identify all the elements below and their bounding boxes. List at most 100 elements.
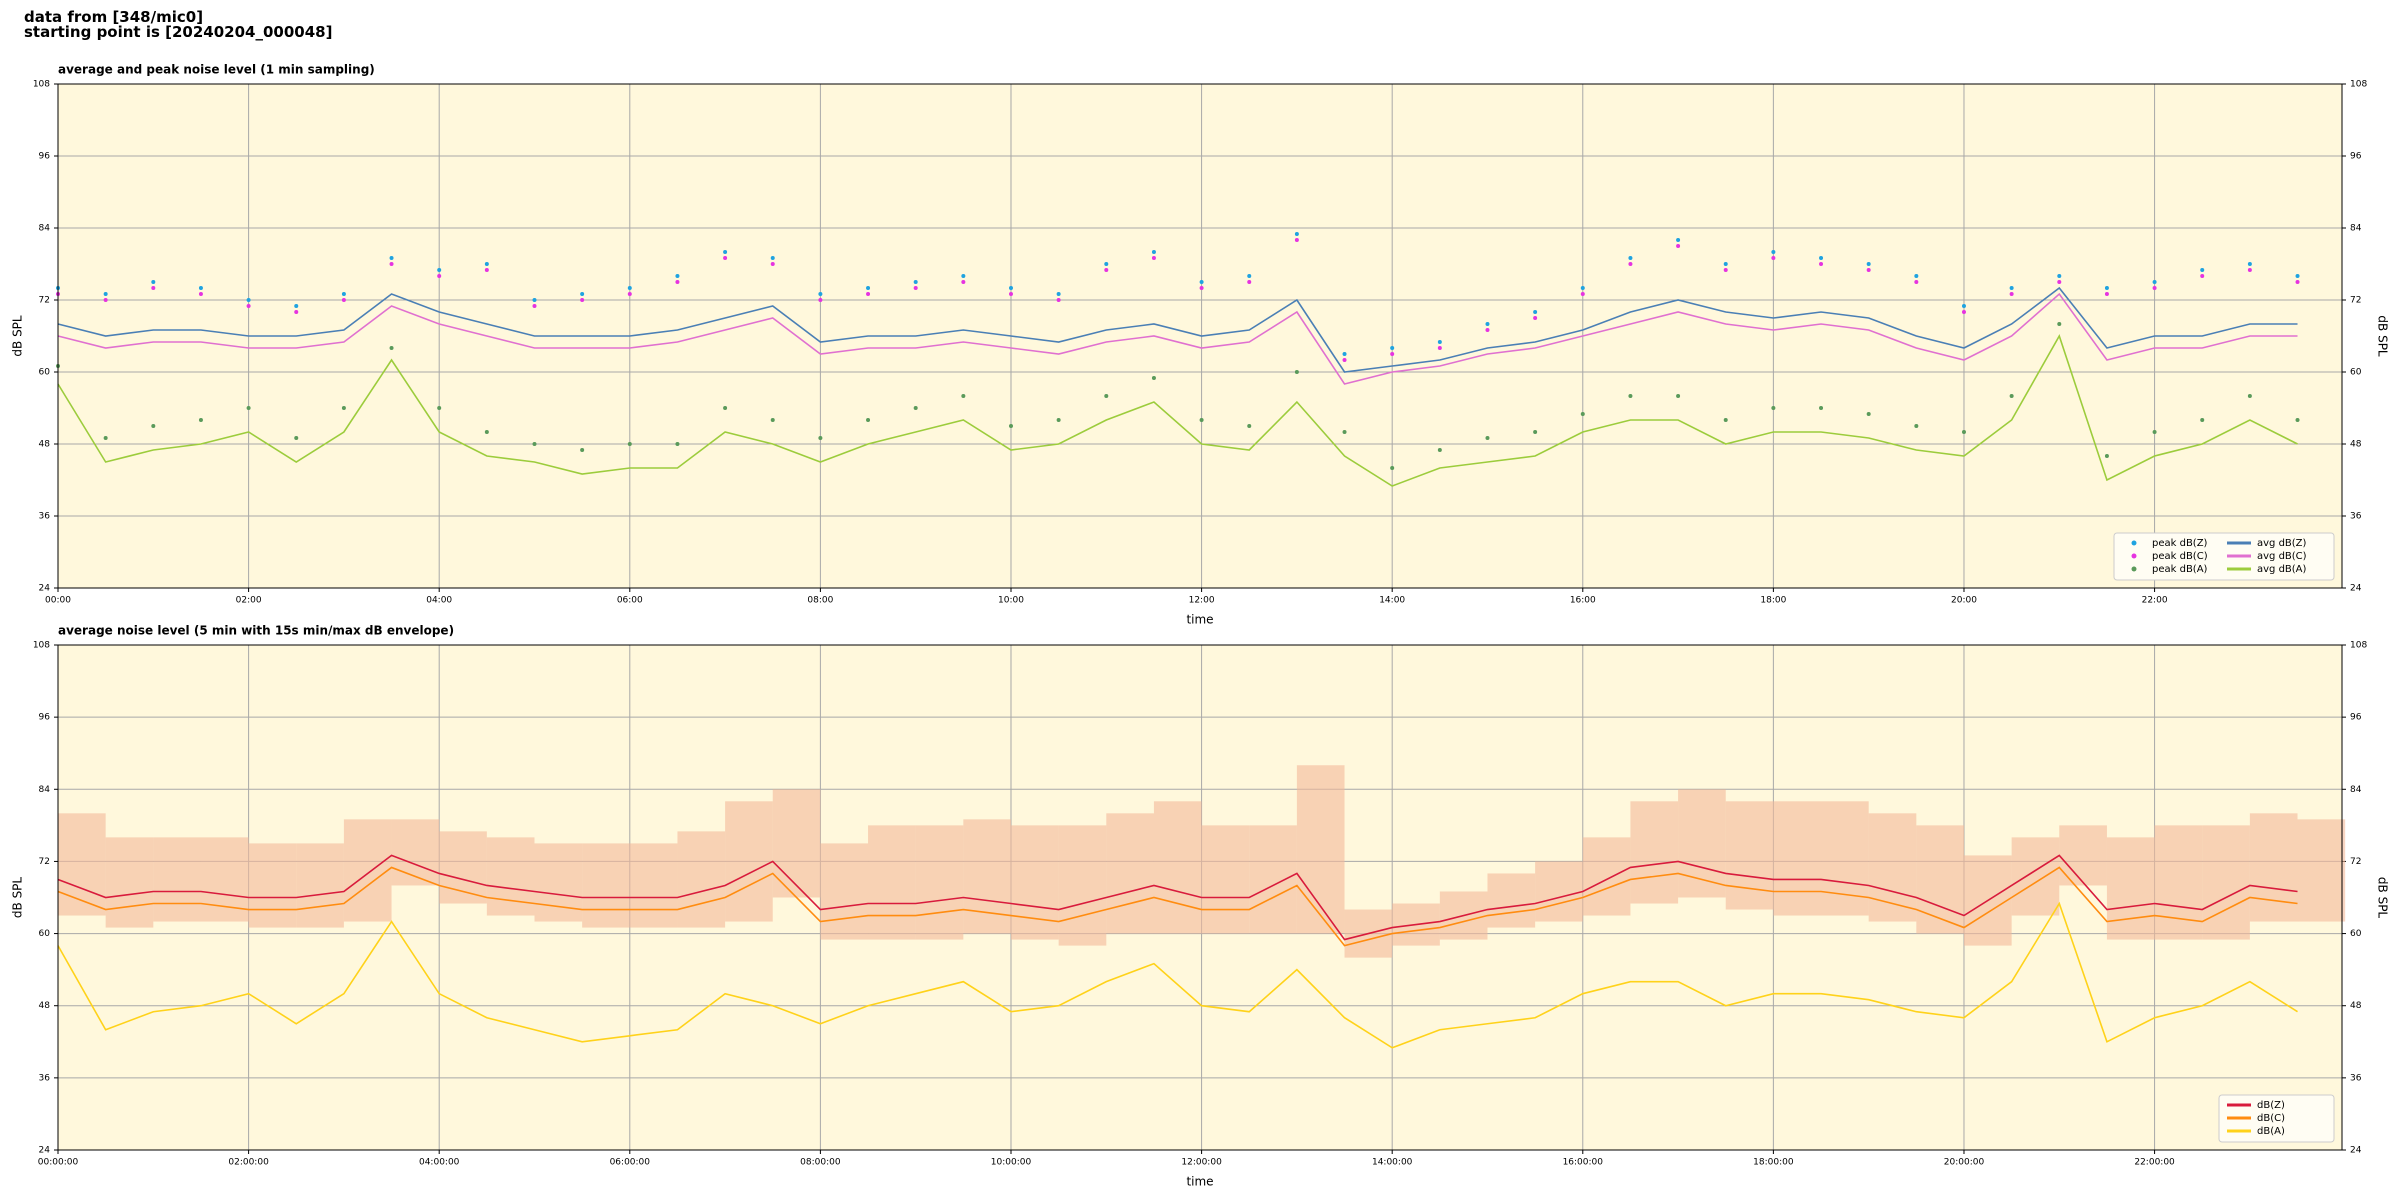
peak-dot bbox=[2009, 394, 2014, 398]
peak-dot bbox=[341, 292, 346, 296]
y-tick-label: 24 bbox=[39, 584, 51, 594]
peak-dot bbox=[818, 298, 823, 302]
envelope-band bbox=[1582, 837, 1631, 916]
peak-dot bbox=[818, 292, 823, 296]
peak-dot bbox=[2247, 262, 2252, 266]
x-tick-label: 14:00:00 bbox=[1372, 1158, 1413, 1168]
y-tick-label: 84 bbox=[2350, 224, 2362, 234]
subplot-title: average and peak noise level (1 min samp… bbox=[58, 63, 375, 77]
peak-dot bbox=[1961, 310, 1966, 314]
envelope-band bbox=[391, 819, 440, 886]
peak-dot bbox=[2057, 274, 2062, 278]
envelope-band bbox=[58, 813, 106, 916]
peak-dot bbox=[389, 256, 394, 260]
legend-label: peak dB(Z) bbox=[2152, 538, 2208, 549]
peak-dot bbox=[866, 292, 871, 296]
y-tick-label: 108 bbox=[33, 80, 50, 90]
y-tick-label: 60 bbox=[2350, 368, 2362, 378]
x-tick-label: 00:00:00 bbox=[38, 1158, 79, 1168]
envelope-band bbox=[1201, 825, 1250, 934]
peak-dot bbox=[2295, 274, 2300, 278]
peak-dot bbox=[389, 346, 394, 350]
x-tick-label: 02:00:00 bbox=[228, 1158, 269, 1168]
peak-dot bbox=[246, 298, 251, 302]
y-tick-label: 72 bbox=[2350, 857, 2361, 867]
peak-dot bbox=[1723, 418, 1728, 422]
envelope-band bbox=[2297, 819, 2346, 922]
peak-dot bbox=[627, 442, 632, 446]
peak-dot bbox=[1247, 424, 1252, 428]
peak-dot bbox=[913, 406, 918, 410]
legend-label: dB(A) bbox=[2257, 1126, 2285, 1137]
x-tick-label: 00:00 bbox=[45, 596, 71, 606]
envelope-band bbox=[1106, 813, 1154, 934]
plot-frame bbox=[57, 644, 2343, 1151]
peak-dot bbox=[2009, 286, 2014, 290]
peak-dot bbox=[2295, 418, 2300, 422]
series-line bbox=[57, 286, 2298, 373]
peak-dot bbox=[389, 262, 394, 266]
y-tick-label: 36 bbox=[2350, 1073, 2362, 1083]
peak-dot bbox=[1294, 370, 1299, 374]
peak-dot bbox=[1151, 376, 1156, 380]
envelope-band bbox=[1868, 813, 1917, 922]
legend-marker bbox=[2131, 566, 2137, 572]
peak-dot bbox=[198, 418, 203, 422]
peak-dot bbox=[1628, 262, 1633, 266]
peak-dot bbox=[675, 280, 680, 284]
subplot-title: average noise level (5 min with 15s min/… bbox=[58, 624, 454, 638]
peak-dot bbox=[2247, 268, 2252, 272]
peak-dot bbox=[1533, 430, 1538, 434]
envelope-band bbox=[2154, 825, 2203, 940]
y-tick-label: 84 bbox=[39, 224, 51, 234]
peak-dot bbox=[1914, 424, 1919, 428]
peak-dot bbox=[198, 286, 203, 290]
x-tick-label: 16:00:00 bbox=[1563, 1158, 1604, 1168]
x-tick-label: 08:00 bbox=[807, 596, 833, 606]
peak-dot bbox=[1866, 412, 1871, 416]
peak-dot bbox=[1199, 286, 1204, 290]
y-tick-label: 108 bbox=[33, 641, 50, 651]
envelope-band bbox=[1058, 825, 1107, 946]
peak-dot bbox=[1723, 262, 1728, 266]
envelope-band bbox=[1821, 801, 1869, 916]
envelope-band bbox=[248, 843, 297, 928]
peak-dot bbox=[341, 406, 346, 410]
legend-label: peak dB(C) bbox=[2152, 551, 2208, 562]
envelope-band bbox=[1153, 801, 1202, 934]
peak-dot bbox=[1628, 256, 1633, 260]
peak-dot bbox=[1533, 310, 1538, 314]
peak-dot bbox=[2057, 322, 2062, 326]
peak-dot bbox=[580, 298, 585, 302]
peak-dot bbox=[580, 292, 585, 296]
series-line bbox=[57, 854, 2298, 941]
x-tick-label: 20:00 bbox=[1951, 596, 1977, 606]
peak-dot bbox=[484, 268, 489, 272]
peak-dot bbox=[913, 286, 918, 290]
peak-dot bbox=[770, 418, 775, 422]
peak-dot bbox=[770, 256, 775, 260]
peak-dot bbox=[2295, 280, 2300, 284]
x-axis-label: time bbox=[1186, 1175, 1213, 1189]
peak-dot bbox=[723, 250, 728, 254]
peak-dot bbox=[1485, 322, 1490, 326]
peak-dot bbox=[1580, 292, 1585, 296]
x-tick-label: 04:00 bbox=[426, 596, 452, 606]
peak-dot bbox=[2152, 430, 2157, 434]
peak-dot bbox=[1390, 352, 1395, 356]
envelope-band bbox=[153, 837, 201, 922]
peak-dot bbox=[1914, 280, 1919, 284]
peak-dot bbox=[151, 280, 156, 284]
peak-dot bbox=[1961, 304, 1966, 308]
series-line bbox=[57, 901, 2298, 1049]
legend-marker bbox=[2131, 540, 2137, 546]
y-axis-label: dB SPL bbox=[2376, 877, 2390, 919]
peak-dot bbox=[294, 436, 299, 440]
peak-dot bbox=[1866, 262, 1871, 266]
y-tick-label: 96 bbox=[2350, 713, 2362, 723]
peak-dot bbox=[2104, 286, 2109, 290]
peak-dot bbox=[103, 298, 108, 302]
peak-dot bbox=[1533, 316, 1538, 320]
envelope-band bbox=[963, 819, 1011, 934]
